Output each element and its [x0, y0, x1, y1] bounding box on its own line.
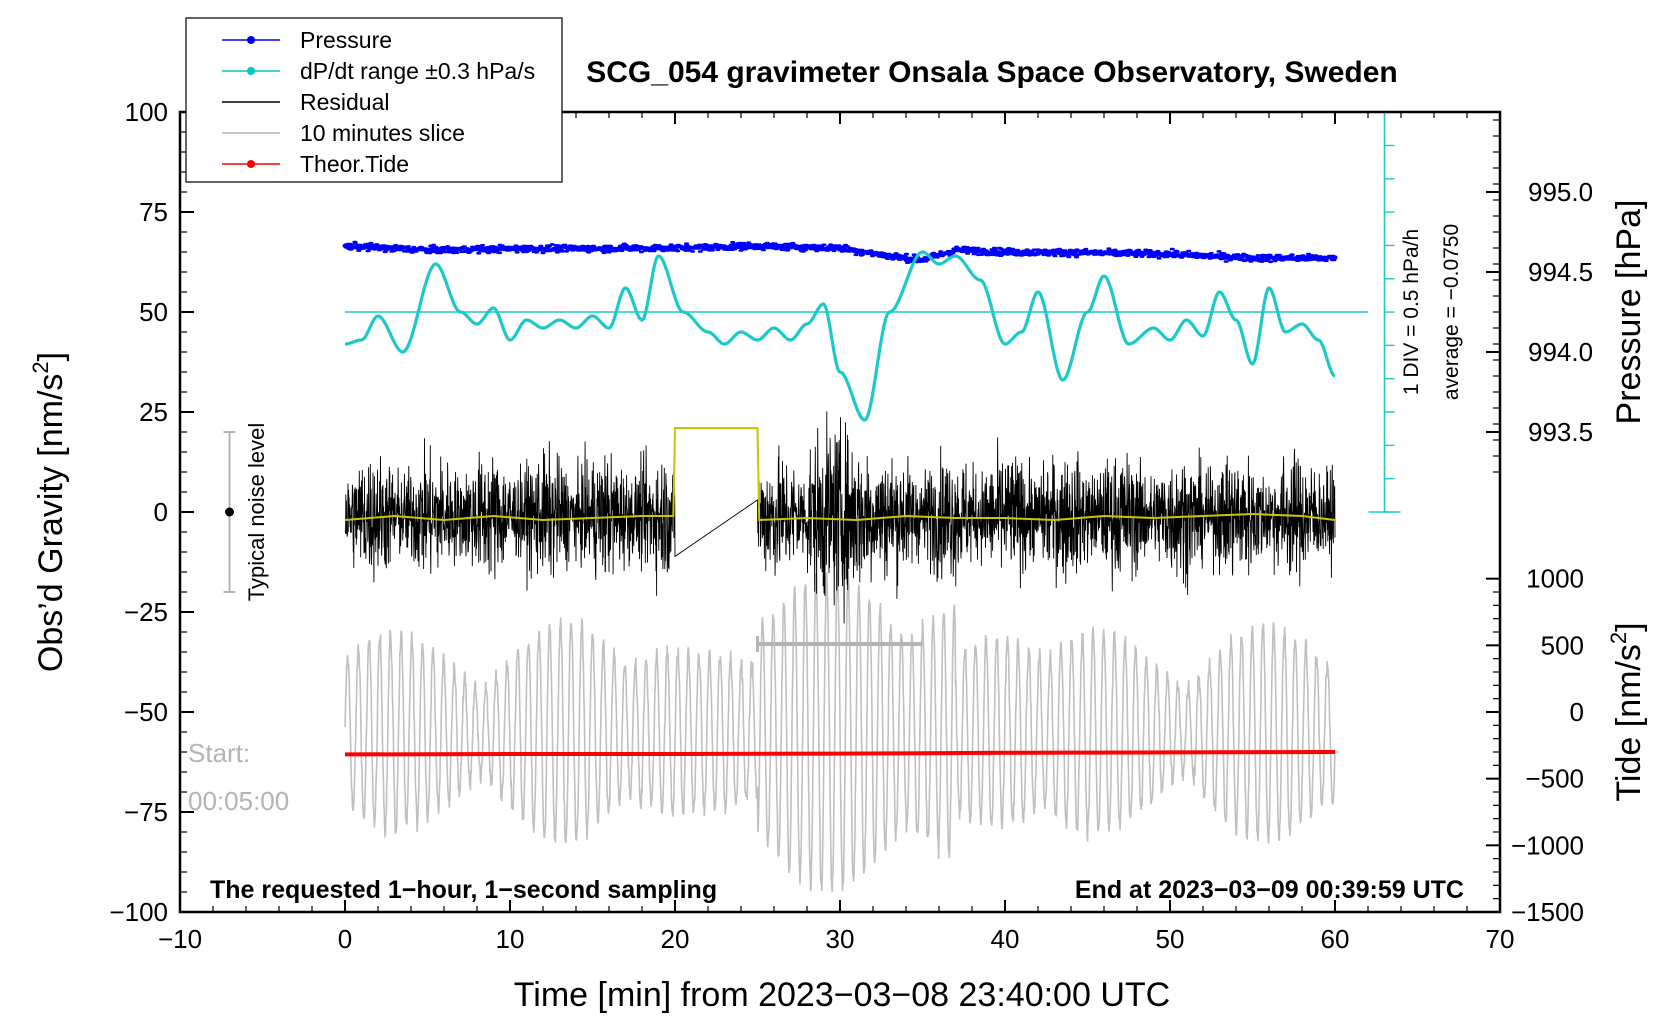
- chart: −10 0 10 20 30 40 50 60 701007550250−25−50−75−10…: [0, 0, 1676, 1020]
- y-tick-label: −75: [124, 797, 168, 827]
- pressure-point: [1333, 256, 1337, 260]
- y-axis-title-tide-main: Tide [nm/s: [1610, 644, 1648, 801]
- tide-tick-label: −1000: [1511, 830, 1584, 860]
- y-axis-title-pressure: Pressure [hPa]: [1610, 200, 1648, 425]
- x-tick-label: 40: [991, 924, 1020, 954]
- y-axis-title-left-main: Obs’d Gravity [nm/s: [32, 374, 70, 673]
- y-tick-label: 50: [139, 297, 168, 327]
- dpdt-div-label: 1 DIV = 0.5 hPa/h: [1400, 229, 1423, 395]
- pressure-tick-label: 994.5: [1528, 257, 1593, 287]
- tide-tick-label: −1500: [1511, 897, 1584, 927]
- theor-tide-line: [345, 752, 1335, 754]
- pressure-point: [838, 246, 842, 250]
- y-axis-title-left-text: Obs’d Gravity [nm/s2]: [28, 352, 70, 672]
- footer-right-note: End at 2023−03−09 00:39:59 UTC: [1075, 876, 1464, 904]
- x-tick-label: 0: [338, 924, 352, 954]
- pressure-point: [755, 244, 759, 248]
- legend-label: 10 minutes slice: [300, 120, 465, 146]
- dpdt-div-text: 1 DIV = 0.5 hPa/h: [1400, 229, 1423, 395]
- dpdt-average-label: average = −0.0750: [1440, 224, 1463, 400]
- pressure-tick-label: 993.5: [1528, 417, 1593, 447]
- pressure-point: [508, 247, 512, 251]
- legend-marker: [247, 36, 255, 44]
- legend-label: Pressure: [300, 27, 392, 53]
- footer-left-note: The requested 1−hour, 1−second sampling: [210, 876, 717, 904]
- tide-tick-label: −500: [1525, 764, 1584, 794]
- start-time-label: 00:05:00: [188, 786, 289, 816]
- x-tick-label: 50: [1156, 924, 1185, 954]
- pressure-point: [1168, 252, 1172, 256]
- y-axis-title-tide-end: ]: [1610, 622, 1648, 631]
- y-tick-label: 100: [125, 97, 168, 127]
- noise-level-center-dot: [225, 508, 234, 517]
- tide-tick-label: 1000: [1526, 564, 1584, 594]
- noise-level-label: Typical noise level: [244, 423, 269, 602]
- x-axis-title: Time [min] from 2023−03−08 23:40:00 UTC: [514, 976, 1170, 1014]
- dpdt-average-text: average = −0.0750: [1440, 224, 1463, 400]
- pressure-point: [673, 246, 677, 250]
- y-axis-title-tide-sup: 2: [1606, 632, 1631, 644]
- y-tick-label: 75: [139, 197, 168, 227]
- pressure-point: [1250, 256, 1254, 260]
- pressure-point: [343, 244, 347, 248]
- chart-title: SCG_054 gravimeter Onsala Space Observat…: [586, 56, 1398, 89]
- pressure-point: [920, 258, 924, 262]
- legend-label: Theor.Tide: [300, 151, 409, 177]
- legend-label: Residual: [300, 89, 390, 115]
- pressure-tick-label: 995.0: [1528, 177, 1593, 207]
- legend-marker: [247, 160, 255, 168]
- legend-marker: [247, 67, 255, 75]
- y-axis-title-left-end: ]: [32, 352, 70, 361]
- x-tick-label: −10: [158, 924, 202, 954]
- tide-tick-label: 0: [1570, 697, 1584, 727]
- y-axis-title-left: Obs’d Gravity [nm/s2]: [28, 352, 70, 672]
- pressure-tick-label: 994.0: [1528, 337, 1593, 367]
- pressure-point: [953, 248, 957, 252]
- x-tick-label: 10: [496, 924, 525, 954]
- y-tick-label: −50: [124, 697, 168, 727]
- x-tick-label: 70: [1486, 924, 1515, 954]
- legend-label: dP/dt range ±0.3 hPa/s: [300, 58, 535, 84]
- legend: Pressure dP/dt range ±0.3 hPa/s Residual 10…: [186, 18, 562, 182]
- y-tick-label: −100: [109, 897, 168, 927]
- y-axis-title-pressure-text: Pressure [hPa]: [1610, 200, 1648, 425]
- start-label: Start:: [188, 738, 250, 768]
- y-tick-label: −25: [124, 597, 168, 627]
- x-tick-label: 30: [826, 924, 855, 954]
- y-tick-label: 25: [139, 397, 168, 427]
- pressure-point: [1003, 250, 1007, 254]
- y-axis-title-left-sup: 2: [28, 361, 53, 373]
- pressure-point: [590, 246, 594, 250]
- x-tick-label: 60: [1321, 924, 1350, 954]
- y-tick-label: 0: [154, 497, 168, 527]
- pressure-point: [887, 254, 891, 258]
- y-axis-title-tide: Tide [nm/s2]: [1606, 622, 1648, 801]
- y-axis-title-tide-text: Tide [nm/s2]: [1606, 622, 1648, 801]
- tide-tick-label: 500: [1541, 630, 1584, 660]
- x-tick-label: 20: [661, 924, 690, 954]
- pressure-point: [1085, 251, 1089, 255]
- noise-level-text: Typical noise level: [244, 423, 269, 602]
- pressure-point: [425, 248, 429, 252]
